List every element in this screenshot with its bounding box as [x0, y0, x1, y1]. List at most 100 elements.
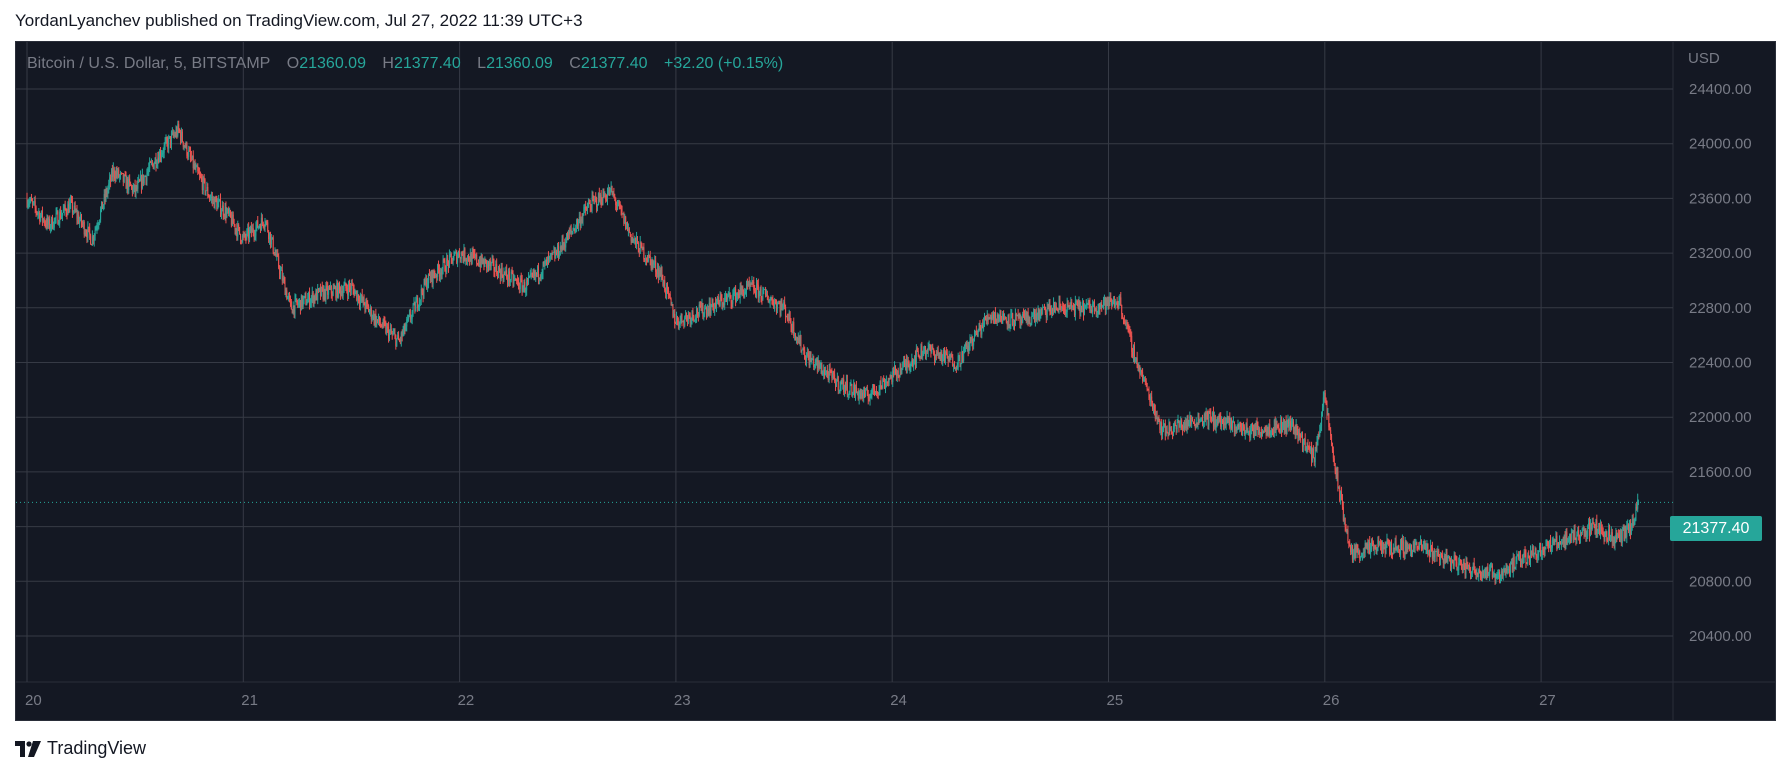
candle-body	[1629, 524, 1631, 535]
candle-body	[466, 260, 468, 262]
candle-body	[1507, 569, 1509, 571]
candle-body	[905, 360, 907, 368]
candle-body	[453, 254, 455, 261]
candle-body	[1236, 429, 1238, 431]
candle-body	[1157, 418, 1159, 421]
candle-body	[438, 269, 440, 277]
candle-body	[1374, 545, 1376, 549]
candle-body	[339, 283, 341, 288]
candle-body	[1409, 545, 1411, 551]
chart-panel[interactable]: 24400.00 24000.00 23600.00 23200.00 22800.00…	[15, 41, 1776, 721]
candle-body	[636, 237, 638, 244]
candle-body	[1043, 306, 1045, 308]
candle-body	[602, 191, 604, 205]
candle-body	[572, 230, 574, 232]
candle-body	[90, 234, 92, 245]
candle-body	[1312, 448, 1314, 458]
candle-body	[289, 297, 291, 302]
candle-body	[152, 163, 154, 169]
candle-body	[884, 383, 886, 389]
candle-body	[652, 260, 654, 265]
candle-body	[155, 157, 157, 167]
price-tick-label: 24000.00	[1689, 136, 1752, 153]
candle-body	[761, 298, 763, 300]
candle-body	[475, 254, 477, 258]
tradingview-logo[interactable]: TradingView	[15, 738, 146, 759]
candle-body	[1001, 321, 1003, 324]
candle-body	[1364, 542, 1366, 553]
candle-body	[1335, 470, 1337, 477]
candle-body	[198, 171, 200, 174]
candle-body	[944, 349, 946, 361]
candle-body	[615, 199, 617, 206]
candle-body	[1582, 526, 1584, 528]
candle-body	[1030, 323, 1032, 326]
candle-body	[487, 261, 489, 268]
candle-body	[1339, 487, 1341, 501]
candle-body	[1249, 430, 1251, 438]
candle-body	[265, 221, 267, 224]
candle-body	[1450, 559, 1452, 567]
candle-body	[1166, 430, 1168, 434]
candle-body	[978, 323, 980, 331]
candle-body	[1601, 529, 1603, 532]
candle-body	[1172, 428, 1174, 435]
candle-body	[1022, 313, 1024, 324]
candle-body	[1310, 447, 1312, 451]
candle-body	[1136, 357, 1138, 368]
candle-body	[835, 381, 837, 387]
candle-body	[768, 301, 770, 303]
candles-group	[26, 120, 1639, 585]
candle-body	[1566, 531, 1568, 544]
candle-body	[113, 168, 115, 177]
candle-body	[944, 351, 946, 361]
candle-body	[666, 284, 668, 288]
candle-body	[1048, 304, 1050, 310]
candle-body	[1535, 549, 1537, 556]
candle-body	[116, 171, 118, 176]
candle-body	[732, 294, 734, 304]
candle-body	[1611, 532, 1613, 543]
candle-body	[260, 217, 262, 231]
candle-body	[461, 252, 463, 256]
candle-body	[817, 360, 819, 368]
candle-body	[1547, 541, 1549, 547]
candle-body	[1635, 506, 1637, 521]
candle-body	[1067, 303, 1069, 308]
candle-body	[1628, 524, 1630, 531]
candle-body	[591, 196, 593, 211]
candle-body	[298, 302, 300, 305]
candle-body	[421, 288, 423, 293]
candle-body	[98, 223, 100, 226]
candle-body	[859, 390, 861, 395]
candle-body	[1049, 304, 1051, 312]
candle-body	[353, 288, 355, 296]
legend-change: +32.20 (+0.15%)	[664, 55, 784, 72]
candle-body	[62, 209, 64, 213]
candle-body	[442, 260, 444, 269]
candle-body	[352, 285, 354, 289]
candle-body	[965, 343, 967, 347]
candle-body	[452, 260, 454, 264]
candle-body	[1305, 449, 1307, 451]
candle-body	[1244, 432, 1246, 434]
candle-body	[77, 215, 79, 219]
candle-body	[208, 195, 210, 198]
candle-body	[1549, 540, 1551, 548]
candle-body	[1487, 566, 1489, 576]
candle-body	[132, 187, 134, 193]
candle-body	[920, 345, 922, 359]
candle-body	[158, 157, 160, 163]
candle-body	[532, 274, 534, 276]
candle-body	[549, 254, 551, 257]
candle-body	[1599, 525, 1601, 534]
candle-body	[634, 237, 636, 240]
candle-body	[626, 222, 628, 230]
candle-body	[1063, 308, 1065, 310]
candle-body	[1018, 314, 1020, 317]
candle-body	[1345, 526, 1347, 531]
price-chart[interactable]: 24400.0024000.0023600.0023200.0022800.00…	[16, 42, 1776, 721]
candle-body	[912, 359, 914, 366]
candle-body	[543, 262, 545, 264]
candle-body	[134, 184, 136, 193]
